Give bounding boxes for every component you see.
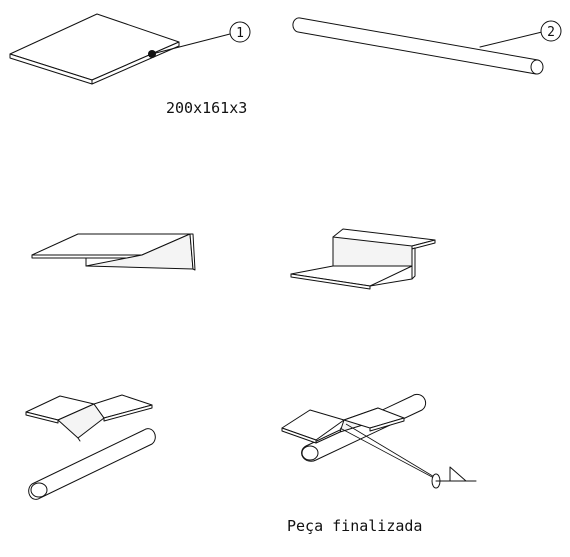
bent-plate-step-2 [290,228,436,290]
weld-leader-2 [345,423,437,479]
final-part-label: Peça finalizada [287,517,422,535]
callout-1-number: 1 [236,26,244,41]
flat-plate [9,13,180,85]
bent-plate-step-1 [31,233,196,271]
final-part [281,393,427,462]
rod-step-3 [28,428,156,500]
plate-dimension-label: 200x161x3 [166,99,247,117]
callout-1: 1 [148,21,251,58]
bent-plate-step-3 [25,394,153,442]
callout-1-leader [151,33,231,55]
fillet-weld-icon [449,466,467,482]
callout-2: 2 [479,20,562,48]
callout-2-circle [540,20,562,42]
rod [292,17,544,75]
callout-2-number: 2 [547,25,555,40]
weld-symbol [339,423,477,489]
callout-2-leader [479,31,543,48]
callout-1-circle [229,21,251,43]
weld-leader-1 [339,427,435,479]
